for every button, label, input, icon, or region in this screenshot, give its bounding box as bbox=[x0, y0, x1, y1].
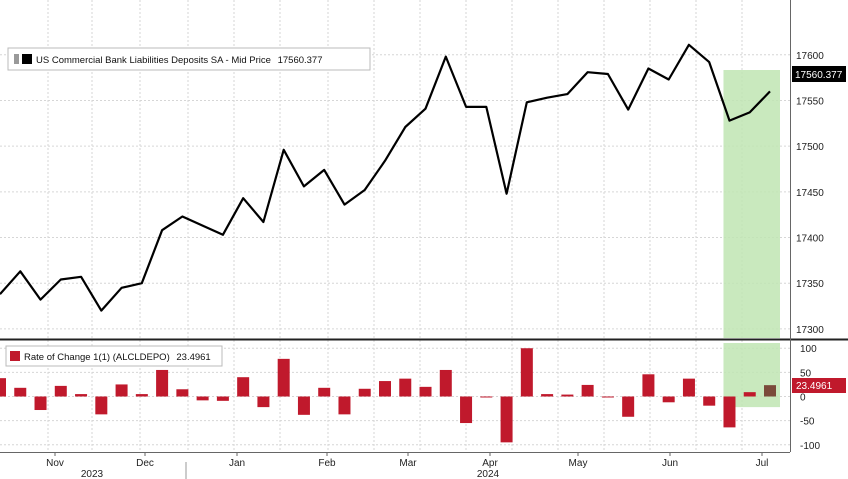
price-legend-swatch bbox=[22, 54, 32, 64]
roc-bar bbox=[541, 394, 554, 397]
roc-legend-value: 23.4961 bbox=[176, 352, 210, 363]
price-last-tag: 17560.377 bbox=[792, 66, 846, 82]
roc-bar bbox=[196, 396, 209, 401]
roc-bar bbox=[277, 358, 290, 397]
bottom-y-tick-label: -50 bbox=[800, 417, 815, 428]
roc-bar bbox=[34, 396, 47, 411]
roc-bar bbox=[257, 396, 270, 408]
x-month-label: Feb bbox=[318, 458, 336, 469]
x-month-label: Mar bbox=[399, 458, 417, 469]
roc-legend-box bbox=[5, 345, 223, 367]
roc-bar bbox=[379, 381, 391, 397]
top-y-tick-label: 17500 bbox=[796, 142, 824, 153]
roc-bar bbox=[156, 369, 169, 397]
price-legend: US Commercial Bank Liabilities Deposits … bbox=[7, 47, 371, 71]
roc-bar bbox=[115, 384, 128, 397]
roc-bar bbox=[520, 348, 533, 397]
top-highlight-box bbox=[723, 70, 780, 338]
price-legend-label: US Commercial Bank Liabilities Deposits … bbox=[36, 55, 271, 66]
roc-bar bbox=[682, 378, 695, 397]
roc-bar bbox=[419, 386, 432, 397]
price-legend-value: 17560.377 bbox=[278, 55, 323, 66]
x-month-label: Jun bbox=[662, 458, 678, 469]
x-month-label: Jul bbox=[756, 458, 769, 469]
roc-bar bbox=[703, 396, 716, 406]
bottom-y-tick-label: 0 bbox=[800, 393, 806, 404]
price-last-tag-text: 17560.377 bbox=[795, 70, 843, 81]
x-month-label: May bbox=[569, 458, 588, 469]
legend-grip-icon bbox=[14, 54, 19, 64]
roc-bar bbox=[662, 396, 675, 403]
roc-bar bbox=[358, 388, 371, 397]
top-y-tick-label: 17600 bbox=[796, 51, 824, 62]
top-y-tick-label: 17350 bbox=[796, 279, 824, 290]
roc-bar bbox=[581, 384, 594, 397]
top-y-tick-label: 17450 bbox=[796, 188, 824, 199]
roc-bar bbox=[0, 378, 6, 397]
roc-bar-layer bbox=[0, 348, 776, 443]
roc-bar bbox=[54, 385, 67, 397]
roc-bar bbox=[176, 389, 189, 397]
roc-bar bbox=[561, 394, 574, 397]
x-month-label: Nov bbox=[46, 458, 64, 469]
bottom-y-tick-label: 50 bbox=[800, 368, 812, 379]
roc-bar bbox=[237, 377, 250, 397]
roc-bar bbox=[297, 396, 310, 415]
price-last-tag-bg bbox=[792, 66, 846, 82]
price-series-line bbox=[0, 43, 771, 312]
roc-bar bbox=[135, 394, 148, 397]
x-month-label: Dec bbox=[136, 458, 154, 469]
top-y-tick-label: 17550 bbox=[796, 96, 824, 107]
roc-bar bbox=[439, 369, 452, 397]
price-legend-box bbox=[7, 47, 371, 71]
roc-bar bbox=[723, 396, 736, 428]
roc-legend-label: Rate of Change 1(1) (ALCLDEPO) bbox=[24, 352, 170, 363]
x-year-label: 2023 bbox=[81, 469, 104, 479]
roc-bar bbox=[14, 387, 27, 397]
roc-bar bbox=[743, 392, 756, 397]
roc-bar bbox=[642, 374, 655, 397]
roc-bar bbox=[601, 396, 614, 398]
roc-bar bbox=[75, 394, 88, 397]
roc-bar bbox=[764, 385, 776, 397]
roc-bar bbox=[338, 396, 351, 415]
roc-bar bbox=[399, 378, 412, 397]
bottom-y-tick-label: -100 bbox=[800, 441, 820, 452]
x-year-label: 2024 bbox=[477, 469, 500, 479]
svg-text:US Commercial Bank Liabilities: US Commercial Bank Liabilities Deposits … bbox=[36, 55, 323, 66]
top-y-tick-label: 17300 bbox=[796, 325, 824, 336]
roc-bar bbox=[216, 396, 229, 401]
price-line-layer bbox=[0, 43, 771, 312]
roc-last-tag: 23.4961 bbox=[792, 378, 846, 393]
x-month-label: Apr bbox=[482, 458, 498, 469]
roc-legend-swatch bbox=[10, 351, 20, 361]
x-month-label: Jan bbox=[229, 458, 245, 469]
roc-last-tag-text: 23.4961 bbox=[796, 381, 833, 392]
roc-legend: Rate of Change 1(1) (ALCLDEPO) 23.4961 bbox=[5, 345, 223, 367]
svg-text:Rate of Change 1(1) (ALCLDEPO): Rate of Change 1(1) (ALCLDEPO) 23.4961 bbox=[24, 352, 211, 363]
roc-bar bbox=[480, 396, 493, 398]
roc-bar bbox=[622, 396, 635, 417]
roc-bar bbox=[460, 396, 473, 424]
bottom-y-tick-label: 100 bbox=[800, 344, 817, 355]
roc-last-tag-bg bbox=[792, 378, 846, 393]
roc-bar bbox=[95, 396, 108, 415]
roc-bar bbox=[500, 396, 513, 443]
roc-bar bbox=[318, 387, 331, 397]
top-y-tick-label: 17400 bbox=[796, 234, 824, 245]
